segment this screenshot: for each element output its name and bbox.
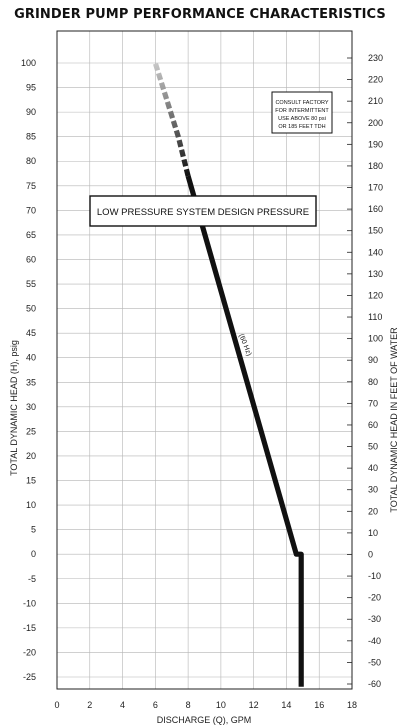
y-right-tick-label: 230 xyxy=(368,53,383,63)
y-left-tick-label: 70 xyxy=(26,205,36,215)
x-tick-label: 0 xyxy=(54,700,59,710)
y-right-tick-label: 70 xyxy=(368,398,378,408)
y-right-tick-label: 30 xyxy=(368,485,378,495)
y-left-tick-label: -5 xyxy=(28,574,36,584)
y-right-tick-label: 180 xyxy=(368,161,383,171)
y-left-tick-label: 60 xyxy=(26,254,36,264)
consult-factory-line-2: FOR INTERMITTENT xyxy=(275,108,329,114)
y-left-tick-label: 25 xyxy=(26,426,36,436)
y-right-tick-label: 130 xyxy=(368,269,383,279)
x-tick-label: 18 xyxy=(347,700,357,710)
consult-factory-line-4: OR 185 FEET TDH xyxy=(278,124,325,130)
consult-factory-line-3: USE ABOVE 80 psi xyxy=(278,116,326,122)
y-right-tick-label: 140 xyxy=(368,247,383,257)
x-tick-label: 6 xyxy=(153,700,158,710)
consult-factory-box xyxy=(271,91,333,134)
x-tick-label: 2 xyxy=(87,700,92,710)
chart-title: GRINDER PUMP PERFORMANCE CHARACTERISTICS xyxy=(14,7,386,22)
y-right-tick-label: 20 xyxy=(368,506,378,516)
y-left-tick-label: 40 xyxy=(26,353,36,363)
y-right-tick-label: -30 xyxy=(368,614,381,624)
tick-labels: 0 2 4 6 8 10 12 14 16 181009590858075706560555045… xyxy=(21,53,383,710)
y-left-tick-label: 65 xyxy=(26,230,36,240)
y-right-tick-label: -50 xyxy=(368,657,381,667)
y-left-tick-label: 5 xyxy=(31,525,36,535)
y-right-tick-label: -10 xyxy=(368,571,381,581)
consult-factory-line-1: CONSULT FACTORY xyxy=(275,100,328,106)
y-right-tick-label: 90 xyxy=(368,355,378,365)
y-right-tick-label: 10 xyxy=(368,528,378,538)
y-left-tick-label: 30 xyxy=(26,402,36,412)
y-right-tick-label: 160 xyxy=(368,204,383,214)
y-right-tick-label: 210 xyxy=(368,96,383,106)
y-right-tick-label: 220 xyxy=(368,75,383,85)
x-tick-label: 14 xyxy=(281,700,291,710)
x-tick-label: 10 xyxy=(216,700,226,710)
y-right-tick-label: -20 xyxy=(368,593,381,603)
design-pressure-box xyxy=(89,195,317,227)
pump-curve xyxy=(152,62,304,687)
x-tick-label: 12 xyxy=(249,700,259,710)
y-right-tick-label: 170 xyxy=(368,183,383,193)
y-left-tick-label: 100 xyxy=(21,58,36,68)
y-left-tick-label: 85 xyxy=(26,132,36,142)
y-right-tick-label: 80 xyxy=(368,377,378,387)
y-right-tick-label: 110 xyxy=(368,312,382,322)
curve-60hz-faded xyxy=(152,62,191,177)
y-axis-right-label: TOTAL DYNAMIC HEAD IN FEET OF WATER xyxy=(389,327,399,513)
y-axis-left-label: TOTAL DYNAMIC HEAD (H), psig xyxy=(9,340,19,476)
y-left-tick-label: -25 xyxy=(23,672,36,682)
y-left-tick-label: 55 xyxy=(26,279,36,289)
y-left-tick-label: 0 xyxy=(31,549,36,559)
y-left-tick-label: -10 xyxy=(23,598,36,608)
y-left-tick-label: 45 xyxy=(26,328,36,338)
y-right-tick-label: 120 xyxy=(368,290,383,300)
x-tick-label: 4 xyxy=(120,700,125,710)
y-left-tick-label: 90 xyxy=(26,107,36,117)
curve-60hz-solid xyxy=(185,175,304,687)
y-right-tick-label: 200 xyxy=(368,118,383,128)
y-left-tick-label: 75 xyxy=(26,181,36,191)
y-left-tick-label: 15 xyxy=(26,476,36,486)
y-left-tick-label: 10 xyxy=(26,500,36,510)
y-right-tick-label: 150 xyxy=(368,226,383,236)
y-right-tick-label: 0 xyxy=(368,549,373,559)
y-left-tick-label: 80 xyxy=(26,156,36,166)
consult-factory-note: CONSULT FACTORY FOR INTERMITTENT USE ABO… xyxy=(271,91,333,134)
y-left-tick-label: 95 xyxy=(26,83,36,93)
y-right-tick-label: -40 xyxy=(368,636,381,646)
y-left-tick-label: 35 xyxy=(26,377,36,387)
y-right-tick-label: 60 xyxy=(368,420,378,430)
design-pressure-label: LOW PRESSURE SYSTEM DESIGN PRESSURE xyxy=(97,207,309,218)
y-left-tick-label: -20 xyxy=(23,647,36,657)
x-tick-label: 16 xyxy=(314,700,324,710)
x-axis-label: DISCHARGE (Q), GPM xyxy=(157,715,252,725)
y-right-tick-label: 50 xyxy=(368,442,378,452)
y-right-tick-label: 40 xyxy=(368,463,378,473)
y-left-tick-label: -15 xyxy=(23,623,36,633)
y-left-tick-label: 50 xyxy=(26,304,36,314)
y-right-tick-label: 100 xyxy=(368,334,383,344)
design-pressure-annotation: LOW PRESSURE SYSTEM DESIGN PRESSURE xyxy=(89,195,317,227)
y-left-tick-label: 20 xyxy=(26,451,36,461)
y-right-tick-label: -60 xyxy=(368,679,381,689)
right-tick-marks xyxy=(347,57,352,685)
y-right-tick-label: 190 xyxy=(368,139,383,149)
x-tick-label: 8 xyxy=(186,700,191,710)
